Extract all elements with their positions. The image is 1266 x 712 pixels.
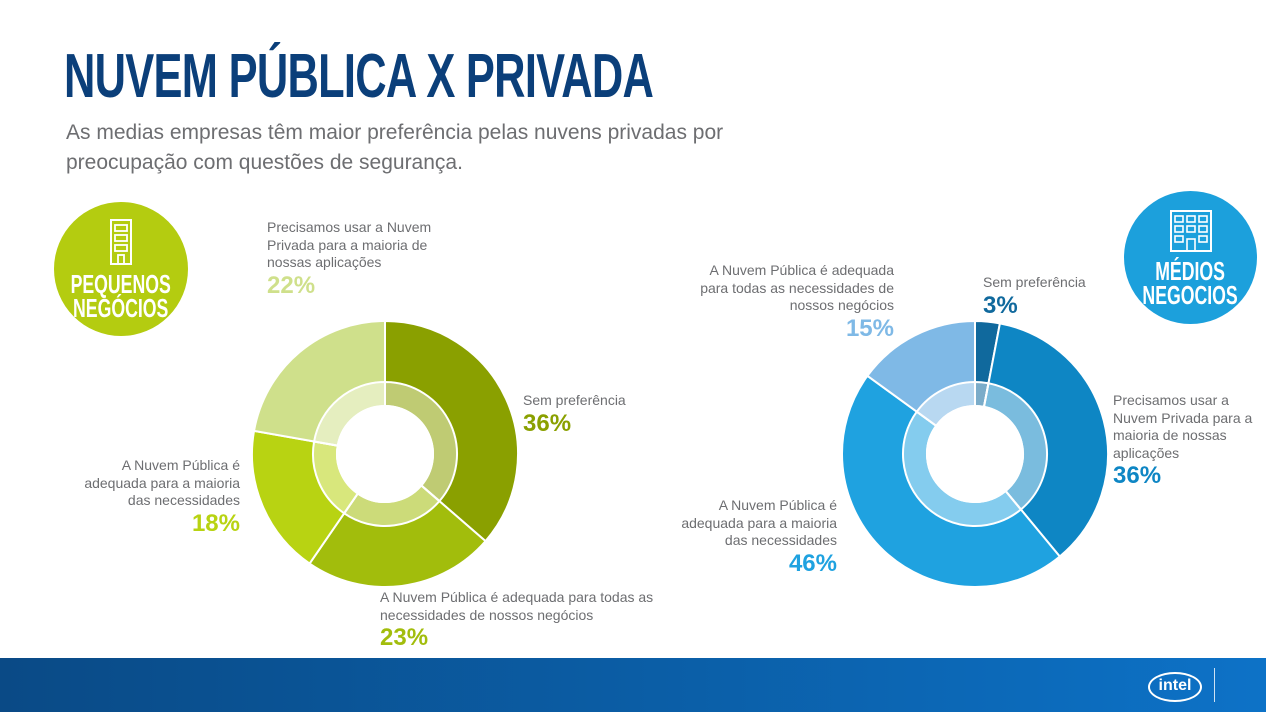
slice-label: A Nuvem Pública é adequada para todas as… xyxy=(700,262,894,313)
slice-label: Precisamos usar a Nuvem Privada para a m… xyxy=(267,219,432,270)
slice-percent: 36% xyxy=(1113,462,1162,489)
slice-percent: 46% xyxy=(788,549,837,577)
office-building-icon xyxy=(1169,209,1212,252)
slice-label: Sem preferência xyxy=(983,274,1086,290)
slice-percent: 23% xyxy=(380,624,429,651)
slice-label: A Nuvem Pública é adequada para todas as… xyxy=(380,589,654,623)
slice-label: A Nuvem Pública é adequada para a maiori… xyxy=(84,457,240,508)
page-subtitle: As medias empresas têm maior preferência… xyxy=(66,121,724,174)
small-label-private: Precisamos usar a Nuvem Privada para a m… xyxy=(267,219,457,300)
small-business-badge: PEQUENOS NEGÓCIOS xyxy=(54,202,188,336)
donut-hole xyxy=(337,406,433,502)
medium-label-no-preference: Sem preferência 3% xyxy=(983,274,1113,320)
intel-logo: intel xyxy=(1148,672,1202,702)
small-building-icon xyxy=(110,219,132,265)
medium-business-label: MÉDIOS NEGOCIOS xyxy=(1142,255,1239,310)
small-business-label: PEQUENOS NEGÓCIOS xyxy=(70,269,172,323)
slice-label: A Nuvem Pública é adequada para a maiori… xyxy=(681,497,837,548)
slice-label: Precisamos usar a Nuvem Privada para a m… xyxy=(1113,392,1253,461)
medium-business-donut-chart xyxy=(841,319,1109,588)
donut-hole xyxy=(927,406,1023,502)
small-label-public-all: A Nuvem Pública é adequada para todas as… xyxy=(380,589,655,652)
slice-percent: 18% xyxy=(191,509,240,537)
footer-divider xyxy=(1214,668,1215,702)
donut-inner-ring-3 xyxy=(915,380,976,428)
slice-label: Sem preferência xyxy=(523,392,626,408)
slice-percent: 15% xyxy=(845,314,894,342)
medium-label-public-most: A Nuvem Pública é adequada para a maiori… xyxy=(670,497,837,578)
small-business-donut-chart xyxy=(251,319,519,588)
small-label-public-most: A Nuvem Pública é adequada para a maiori… xyxy=(72,457,240,538)
small-label-no-preference: Sem preferência 36% xyxy=(523,392,663,438)
medium-label-private: Precisamos usar a Nuvem Privada para a m… xyxy=(1113,392,1263,490)
slice-percent: 3% xyxy=(983,291,1018,319)
medium-label-public-all: A Nuvem Pública é adequada para todas as… xyxy=(684,262,894,343)
page-title: NUVEM PÚBLICA X PRIVADA xyxy=(64,42,654,111)
medium-business-badge: MÉDIOS NEGOCIOS xyxy=(1124,191,1257,324)
footer-bar xyxy=(0,658,1266,712)
slice-percent: 36% xyxy=(523,409,572,437)
slice-percent: 22% xyxy=(267,271,316,299)
